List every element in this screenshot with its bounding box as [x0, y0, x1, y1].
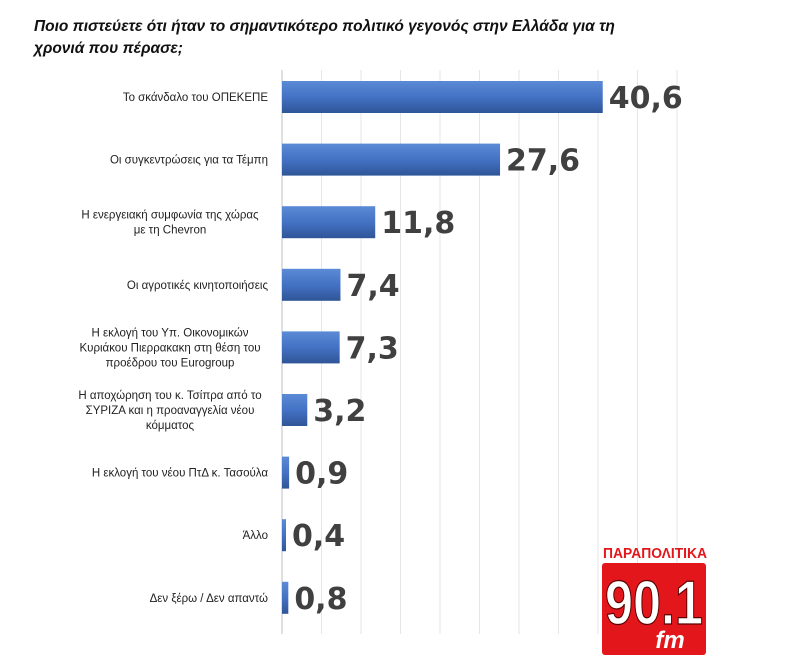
bar	[282, 81, 603, 113]
data-label: 0,8	[294, 582, 347, 617]
radio-logo: ΠΑΡΑΠΟΛΙΤΙΚΑ 90.1 fm	[600, 544, 710, 660]
bar	[282, 143, 501, 176]
data-label: 0,9	[295, 457, 348, 492]
data-label: 27,6	[506, 144, 580, 179]
category-label: Άλλο	[243, 530, 268, 542]
data-label: 7,3	[346, 331, 399, 366]
data-label: 3,2	[313, 394, 366, 429]
bar	[282, 519, 286, 552]
chart-title: Ποιο πιστεύετε ότι ήταν το σημαντικότερο…	[34, 18, 615, 57]
category-label: Η εκλογή του Υπ. Οικονομικών Κυριάκου Πιε…	[79, 327, 260, 369]
category-labels: Το σκάνδαλο του ΟΠΕΚΕΠΕ Οι συγκεντρώσεις …	[78, 92, 268, 605]
bars	[282, 81, 603, 614]
bar	[282, 206, 376, 239]
bar	[282, 456, 290, 489]
data-label: 40,6	[609, 81, 683, 116]
category-label: Η ενεργειακή συμφωνία της χώρας με τη Che…	[81, 210, 259, 237]
logo-red-block	[602, 563, 706, 655]
bar	[282, 268, 341, 301]
data-label: 0,4	[292, 519, 345, 554]
logo-unit-text: fm	[655, 627, 684, 654]
category-label: Δεν ξέρω / Δεν απαντώ	[150, 593, 268, 605]
bar	[282, 581, 289, 614]
category-label: Η αποχώρηση του κ. Τσίπρα από το ΣΥΡΙΖΑ κ…	[78, 390, 261, 432]
category-label: Οι συγκεντρώσεις για τα Τέμπη	[110, 155, 268, 167]
bar	[282, 394, 308, 426]
category-label: Οι αγροτικές κινητοποιήσεις	[127, 280, 269, 292]
value-labels: 40,6 27,6 11,8 7,4 7,3 3,2 0,9 0,4 0,8	[292, 81, 683, 617]
logo-frequency-text: 90.1	[605, 569, 703, 638]
logo-brand-text: ΠΑΡΑΠΟΛΙΤΙΚΑ	[603, 546, 707, 562]
category-label: Το σκάνδαλο του ΟΠΕΚΕΠΕ	[123, 92, 269, 104]
data-label: 11,8	[381, 206, 455, 241]
data-label: 7,4	[346, 269, 399, 304]
category-label: Η εκλογή του νέου ΠτΔ κ. Τασούλα	[92, 468, 268, 480]
bar	[282, 331, 340, 364]
